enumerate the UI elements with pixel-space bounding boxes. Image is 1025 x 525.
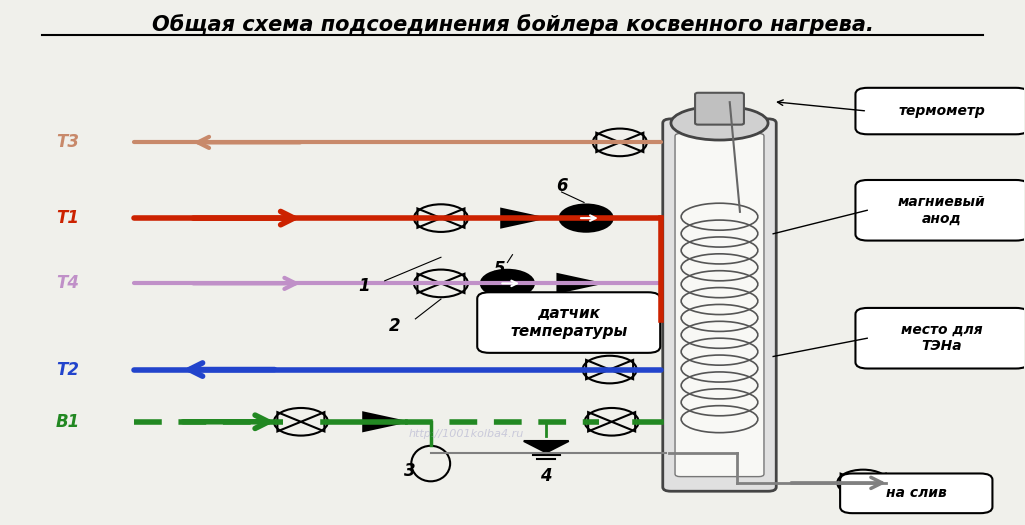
Text: T3: T3 xyxy=(56,133,79,151)
FancyBboxPatch shape xyxy=(856,180,1025,240)
Text: 2: 2 xyxy=(390,317,401,335)
Text: T1: T1 xyxy=(56,209,79,227)
Text: место для
ТЭНа: место для ТЭНа xyxy=(901,323,983,353)
Polygon shape xyxy=(558,274,601,293)
Text: B1: B1 xyxy=(55,413,80,431)
Polygon shape xyxy=(363,413,406,431)
Text: 3: 3 xyxy=(405,463,416,480)
Ellipse shape xyxy=(671,106,768,140)
Text: на слив: на слив xyxy=(886,486,947,500)
Polygon shape xyxy=(524,441,569,453)
Text: T4: T4 xyxy=(56,275,79,292)
FancyBboxPatch shape xyxy=(478,292,660,353)
Text: 6: 6 xyxy=(556,177,568,195)
Text: T2: T2 xyxy=(56,361,79,379)
Text: Общая схема подсоединения бойлера косвенного нагрева.: Общая схема подсоединения бойлера косвен… xyxy=(152,15,873,35)
FancyBboxPatch shape xyxy=(840,474,992,513)
Text: 5: 5 xyxy=(493,260,505,278)
Circle shape xyxy=(560,205,613,232)
FancyBboxPatch shape xyxy=(663,119,776,491)
Circle shape xyxy=(481,270,534,297)
FancyBboxPatch shape xyxy=(856,88,1025,134)
Polygon shape xyxy=(501,209,544,227)
Text: датчик
температуры: датчик температуры xyxy=(510,307,627,339)
Text: 4: 4 xyxy=(540,467,552,485)
FancyBboxPatch shape xyxy=(675,133,764,477)
Text: 1: 1 xyxy=(359,277,370,295)
FancyBboxPatch shape xyxy=(695,93,744,124)
Text: термометр: термометр xyxy=(899,104,985,118)
FancyBboxPatch shape xyxy=(856,308,1025,369)
Text: магниевый
анод: магниевый анод xyxy=(898,195,986,225)
Text: http://1001kolba4.ru: http://1001kolba4.ru xyxy=(409,429,524,439)
